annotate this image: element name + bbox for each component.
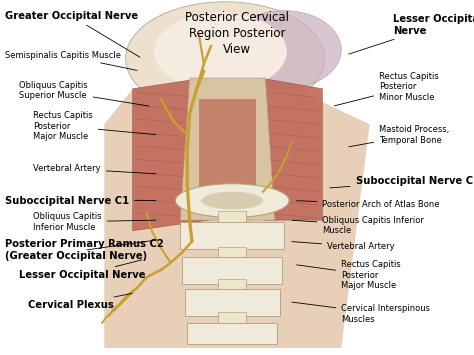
Text: Vertebral Artery: Vertebral Artery (292, 242, 395, 251)
Polygon shape (218, 312, 246, 323)
Text: Cervical Plexus: Cervical Plexus (28, 293, 132, 310)
Polygon shape (182, 257, 282, 284)
Text: Greater Occipital Nerve: Greater Occipital Nerve (5, 11, 140, 57)
Ellipse shape (175, 184, 289, 217)
Ellipse shape (228, 11, 341, 89)
Text: Cervical Interspinous
Muscles: Cervical Interspinous Muscles (292, 302, 430, 324)
Text: Suboccipital Nerve C1: Suboccipital Nerve C1 (5, 196, 156, 206)
Ellipse shape (126, 2, 325, 115)
Text: Obliquus Capitis Inferior
Muscle: Obliquus Capitis Inferior Muscle (292, 216, 424, 235)
Text: Lesser Occipital Nerve: Lesser Occipital Nerve (19, 260, 146, 280)
Polygon shape (133, 78, 209, 231)
Text: Rectus Capitis
Posterior
Major Muscle: Rectus Capitis Posterior Major Muscle (33, 111, 156, 141)
Text: Lesser Occipital
Nerve: Lesser Occipital Nerve (349, 14, 474, 54)
Text: Vertebral Artery: Vertebral Artery (33, 164, 156, 174)
Polygon shape (185, 289, 280, 316)
Polygon shape (218, 279, 246, 289)
Ellipse shape (201, 192, 263, 209)
Polygon shape (187, 323, 277, 344)
Text: Semispinalis Capitis Muscle: Semispinalis Capitis Muscle (5, 50, 137, 70)
Polygon shape (199, 99, 256, 206)
Polygon shape (218, 247, 246, 257)
Text: Rectus Capitis
Posterior
Major Muscle: Rectus Capitis Posterior Major Muscle (297, 260, 401, 290)
Polygon shape (104, 89, 370, 348)
Polygon shape (261, 78, 322, 220)
Text: Obliquus Capitis
Inferior Muscle: Obliquus Capitis Inferior Muscle (33, 212, 156, 231)
Text: Posterior Arch of Atlas Bone: Posterior Arch of Atlas Bone (297, 200, 440, 209)
Polygon shape (218, 211, 246, 222)
Text: Mastoid Process,
Temporal Bone: Mastoid Process, Temporal Bone (349, 125, 449, 147)
Polygon shape (180, 78, 275, 220)
Text: Rectus Capitis
Posterior
Minor Muscle: Rectus Capitis Posterior Minor Muscle (335, 72, 439, 106)
Ellipse shape (154, 12, 287, 91)
Text: Posterior Cervical
Region Posterior
View: Posterior Cervical Region Posterior View (185, 11, 289, 56)
Text: Suboccipital Nerve C1: Suboccipital Nerve C1 (330, 176, 474, 188)
Polygon shape (180, 222, 284, 248)
Text: Posterior Primary Ramus C2
(Greater Occipital Nerve): Posterior Primary Ramus C2 (Greater Occi… (5, 240, 164, 261)
Text: Obliquus Capitis
Superior Muscle: Obliquus Capitis Superior Muscle (19, 81, 149, 106)
